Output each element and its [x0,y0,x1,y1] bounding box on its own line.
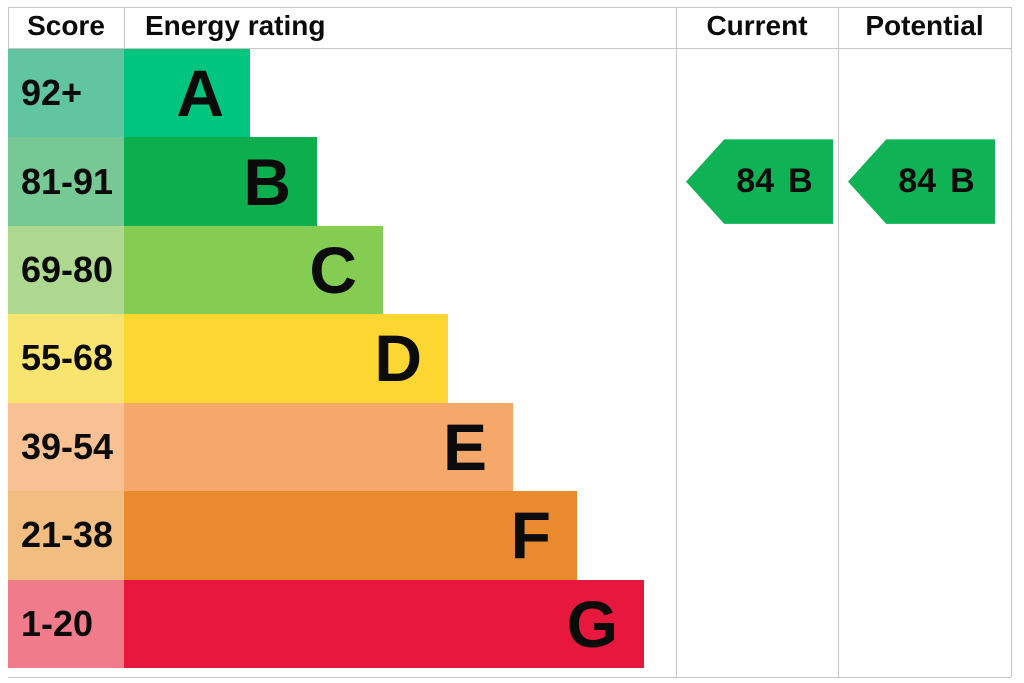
score-range-label: 21-38 [8,491,124,580]
band-row-e: 39-54 E [8,402,1011,492]
table-top-border [8,7,1011,8]
band-bar-c: C [124,225,383,315]
current-column-header: Current [706,10,808,41]
band-bar-a: A [124,49,250,138]
score-range-label: 1-20 [8,579,124,668]
header-left-border [8,7,9,48]
band-bar-b: B [124,137,317,226]
potential-rating-value: 84 [898,162,937,201]
potential-column-header: Potential [865,10,984,41]
band-bar-f: F [124,491,577,580]
band-row-a: 92+ A [8,49,1011,138]
table-bottom-border [8,677,1011,678]
band-row-b: 81-91 B [8,137,1011,226]
band-bar-d: D [124,314,448,403]
band-bar-g: G [124,579,644,668]
header-score-divider [124,7,125,48]
potential-column-left-border [838,7,839,677]
score-range-label: 92+ [8,49,124,138]
rating-bands: 92+ A 81-91 B 69-80 C 55-68 D 39-54 E 21-38 F 1-20 G [8,49,1011,668]
score-range-label: 55-68 [8,314,124,403]
band-bar-e: E [124,402,513,492]
band-row-d: 55-68 D [8,314,1011,403]
score-column-header: Score [27,10,105,41]
band-row-g: 1-20 G [8,579,1011,668]
potential-rating-band: B [950,162,975,201]
energy-rating-column-header: Energy rating [145,10,326,41]
table-right-border [1011,7,1012,677]
score-range-label: 39-54 [8,402,124,492]
current-rating-band: B [788,162,813,201]
header-bottom-border [8,48,1011,49]
current-column-left-border [676,7,677,677]
band-row-c: 69-80 C [8,225,1011,315]
current-rating-value: 84 [736,162,775,201]
score-range-label: 81-91 [8,137,124,226]
score-range-label: 69-80 [8,225,124,315]
band-row-f: 21-38 F [8,491,1011,580]
